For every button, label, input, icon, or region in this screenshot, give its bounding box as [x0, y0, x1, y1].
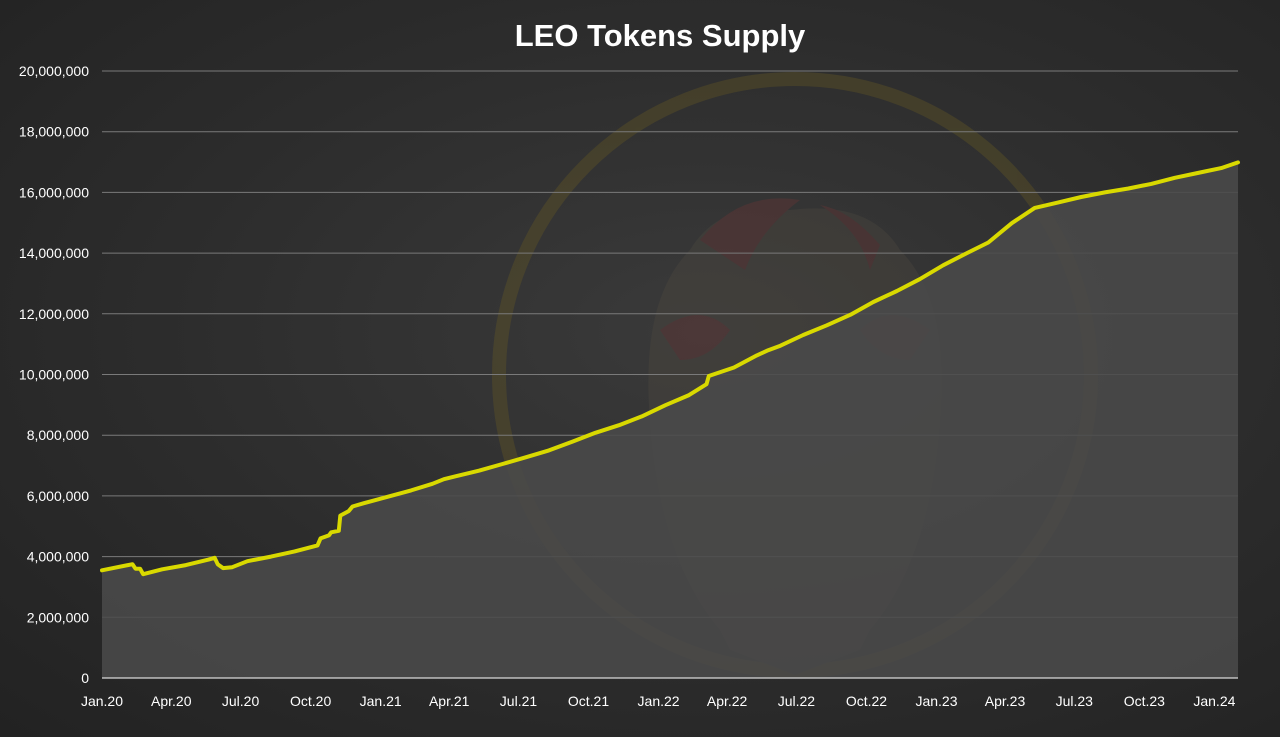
series-area — [102, 162, 1238, 678]
y-tick-label: 16,000,000 — [19, 184, 89, 200]
y-tick-label: 10,000,000 — [19, 367, 89, 383]
series-line — [100, 160, 1240, 577]
x-axis-labels: Jan.20 Apr.20 Jul.20 Oct.20 Jan.21 Apr.21 Jul.… — [81, 693, 1236, 709]
y-tick-label: 12,000,000 — [19, 306, 89, 322]
series-lines — [100, 160, 1240, 577]
x-tick-label: Jul.22 — [778, 693, 816, 709]
x-tick-label: Jan.24 — [1193, 693, 1235, 709]
x-tick-label: Oct.21 — [568, 693, 609, 709]
x-tick-label: Jul.21 — [500, 693, 538, 709]
y-tick-label: 18,000,000 — [19, 124, 89, 140]
y-tick-label: 2,000,000 — [27, 609, 89, 625]
y-tick-label: 4,000,000 — [27, 549, 89, 565]
x-tick-label: Oct.20 — [290, 693, 331, 709]
y-tick-label: 0 — [81, 670, 89, 686]
x-tick-label: Jan.22 — [638, 693, 680, 709]
x-tick-label: Oct.22 — [846, 693, 887, 709]
x-tick-label: Apr.22 — [707, 693, 748, 709]
y-tick-label: 6,000,000 — [27, 488, 89, 504]
x-tick-label: Jan.21 — [360, 693, 402, 709]
chart-title: LEO Tokens Supply — [514, 18, 806, 53]
area-fill — [102, 162, 1238, 678]
x-tick-label: Jul.23 — [1056, 693, 1094, 709]
y-tick-label: 20,000,000 — [19, 63, 89, 79]
x-tick-label: Apr.21 — [429, 693, 470, 709]
x-tick-label: Oct.23 — [1124, 693, 1165, 709]
x-tick-label: Jul.20 — [222, 693, 260, 709]
y-tick-label: 14,000,000 — [19, 245, 89, 261]
x-tick-label: Apr.23 — [985, 693, 1026, 709]
x-tick-label: Jan.20 — [81, 693, 123, 709]
y-axis-labels: 0 2,000,000 4,000,000 6,000,000 8,000,000 10,… — [19, 63, 89, 686]
x-tick-label: Jan.23 — [915, 693, 957, 709]
x-tick-label: Apr.20 — [151, 693, 192, 709]
y-tick-label: 8,000,000 — [27, 427, 89, 443]
